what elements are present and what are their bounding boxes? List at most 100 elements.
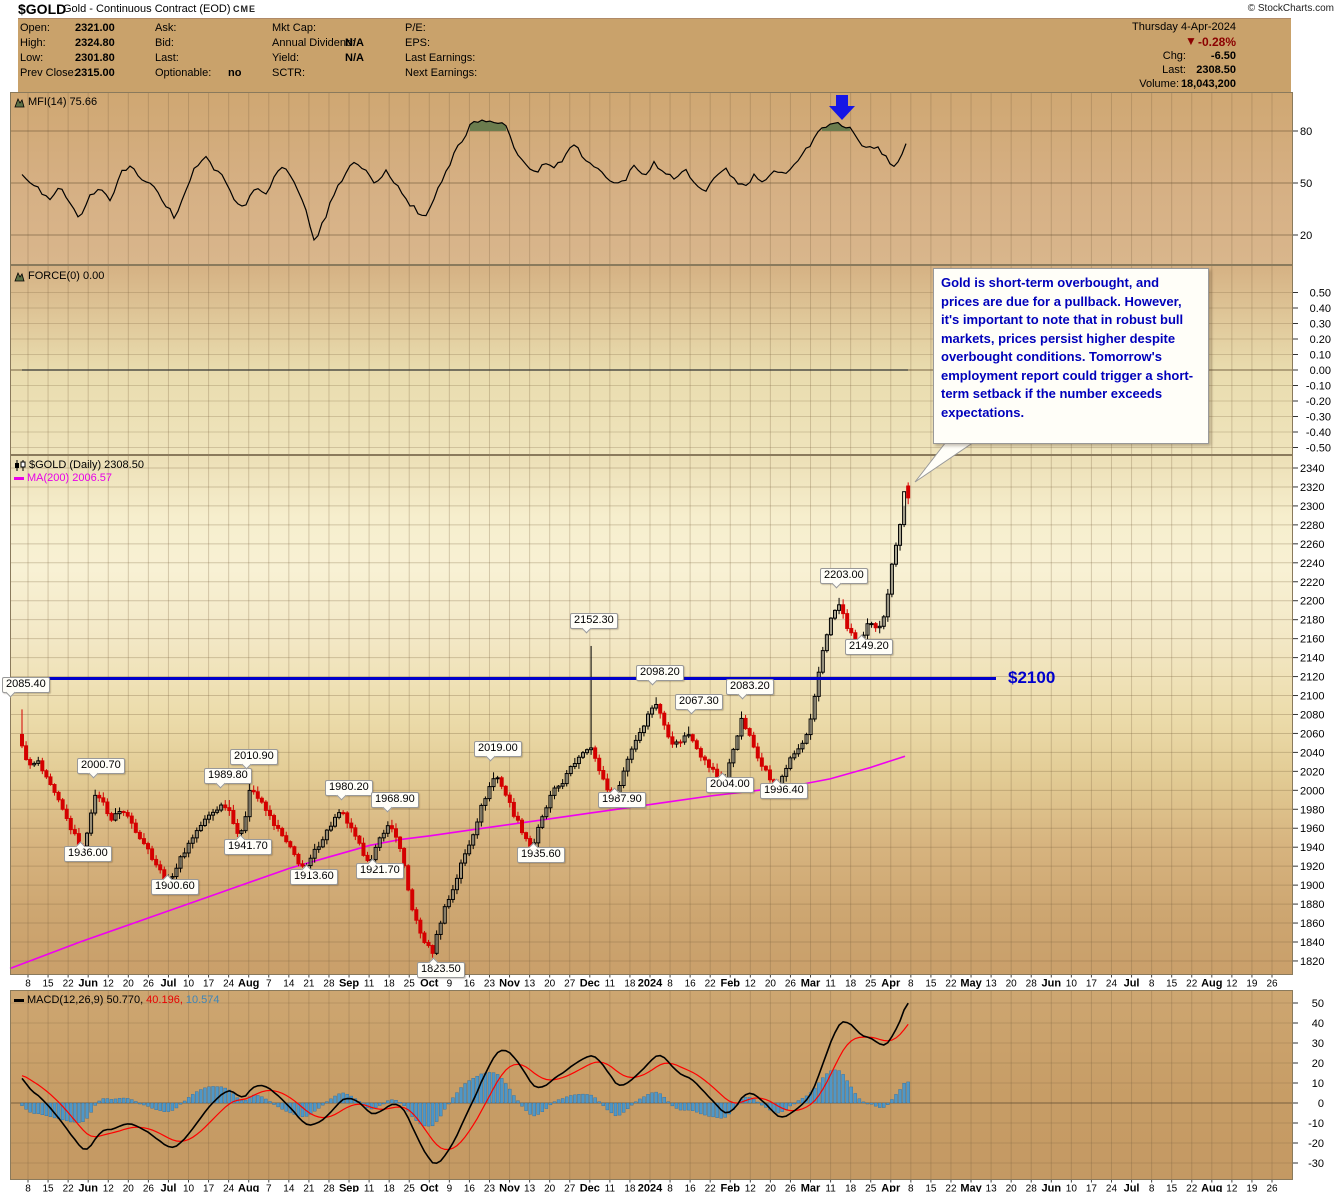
macd-line xyxy=(21,1002,909,1165)
down-arrow-icon xyxy=(829,95,855,120)
x-tick-label: 24 xyxy=(1106,979,1118,990)
x-tick-label: Jul xyxy=(1124,1183,1140,1192)
annotation-bubble-tail xyxy=(914,442,975,483)
quote-value: 2321.00 xyxy=(75,22,115,34)
quote-label: Last: xyxy=(155,52,179,64)
macd-histogram-bar xyxy=(378,1102,382,1106)
macd-histogram-bar xyxy=(158,1102,162,1111)
macd-histogram-bar xyxy=(85,1102,89,1119)
macd-histogram-bar xyxy=(382,1102,386,1105)
macd-histogram-bar xyxy=(882,1102,886,1108)
macd-histogram-bar xyxy=(752,1098,756,1104)
macd-histogram-bar xyxy=(292,1102,297,1115)
macd-histogram-bar xyxy=(154,1102,158,1110)
x-tick-label: 13 xyxy=(986,979,998,990)
x-tick-label: Aug xyxy=(238,1183,259,1192)
macd-histogram-bar xyxy=(325,1101,329,1104)
x-tick-label: 11 xyxy=(605,1184,616,1192)
x-tick-label: 28 xyxy=(323,979,335,990)
x-tick-label: 8 xyxy=(667,979,673,990)
quote-volume-label: Volume: xyxy=(1139,78,1179,90)
macd-histogram-bar xyxy=(89,1102,93,1113)
x-tick-label: Jul xyxy=(160,978,176,990)
annotation-bubble: Gold is short-term overbought, and price… xyxy=(933,268,1209,444)
x-tick-label: 8 xyxy=(908,979,914,990)
indicator-icon xyxy=(14,97,25,107)
x-tick-label: 17 xyxy=(1086,979,1098,990)
macd-histogram-bar xyxy=(451,1097,455,1104)
macd-histogram-bar xyxy=(215,1086,219,1104)
x-tick-label: 8 xyxy=(667,1184,673,1192)
macd-signal-line xyxy=(21,1023,909,1151)
x-tick-label: Feb xyxy=(720,978,740,990)
x-tick-label: 22 xyxy=(705,979,717,990)
price-callout: 2010.90 xyxy=(230,749,278,765)
x-tick-label: 16 xyxy=(685,1184,697,1192)
indicator-icon xyxy=(14,271,25,281)
y-tick-label: 0 xyxy=(1318,1098,1324,1110)
x-tick-label: 8 xyxy=(25,979,31,990)
macd-histogram-bar xyxy=(711,1102,715,1118)
price-callout: 2067.30 xyxy=(675,694,723,710)
quote-label: SCTR: xyxy=(272,67,305,79)
macd-histogram-bar xyxy=(715,1102,719,1118)
macd-histogram-bar xyxy=(455,1092,459,1104)
price-panel: 2340 2320 2300 2280 2260 2240 2220 2200 2180 2160… xyxy=(9,455,1324,975)
x-tick-label: 14 xyxy=(283,1184,295,1192)
x-tick-label: 14 xyxy=(283,979,295,990)
quote-value: no xyxy=(228,67,242,79)
y-tick-label: 2040 xyxy=(1300,747,1324,759)
mfi-overbought-fill xyxy=(470,120,506,131)
macd-histogram-bar xyxy=(28,1102,32,1113)
macd-histogram-bar xyxy=(402,1102,406,1107)
x-tick-label: 28 xyxy=(1026,1184,1038,1192)
x-tick-label: Sep xyxy=(339,1183,359,1192)
macd-histogram-bar xyxy=(666,1101,671,1104)
y-tick-label: 50 xyxy=(1300,178,1312,190)
x-tick-label: 8 xyxy=(1149,1184,1155,1192)
x-tick-label: 22 xyxy=(63,979,75,990)
macd-histogram-bar xyxy=(861,1101,866,1104)
x-tick-label: 16 xyxy=(464,979,476,990)
macd-histogram-bar xyxy=(105,1098,110,1104)
x-tick-label: 13 xyxy=(986,1184,998,1192)
x-tick-label: Apr xyxy=(881,1183,901,1192)
x-tick-label: 22 xyxy=(63,1184,75,1192)
x-axis-strip-bottom: 8 15 22 Jun 12 20 26 Jul 10 17 24 Aug 7 14 21 28 Sep 11 18… xyxy=(0,1180,1340,1192)
quote-label: Annual Dividend: xyxy=(272,37,356,49)
macd-histogram-bar xyxy=(69,1102,73,1123)
price-callout: 2000.70 xyxy=(77,758,125,774)
x-tick-label: 27 xyxy=(564,1184,576,1192)
macd-histogram-bar xyxy=(593,1097,597,1104)
macd-histogram-bar xyxy=(422,1102,427,1127)
macd-histogram-bar xyxy=(873,1102,878,1107)
macd-histogram-bar xyxy=(32,1102,36,1114)
x-tick-label: Jun xyxy=(1042,978,1062,990)
macd-histogram-bar xyxy=(459,1087,463,1104)
quote-chg-value: -6.50 xyxy=(1210,50,1236,62)
x-tick-label: 11 xyxy=(605,979,616,990)
macd-histogram-bar xyxy=(605,1102,610,1111)
macd-histogram-bar xyxy=(426,1102,431,1127)
x-tick-label: 18 xyxy=(624,979,636,990)
x-tick-label: 11 xyxy=(825,1184,836,1192)
price-callout: 2083.20 xyxy=(726,679,774,695)
macd-histogram-bar xyxy=(162,1102,166,1112)
stockcharts-credit: © StockCharts.com xyxy=(1247,3,1334,14)
macd-histogram-bar xyxy=(77,1102,81,1123)
quote-label: Prev Close: xyxy=(20,67,77,79)
y-tick-label: 2280 xyxy=(1300,520,1324,532)
macd-histogram-bar xyxy=(869,1102,874,1105)
x-tick-label: 20 xyxy=(123,1184,135,1192)
macd-histogram-bar xyxy=(548,1102,553,1106)
macd-histogram-bar xyxy=(195,1091,199,1104)
macd-histogram-bar xyxy=(536,1102,540,1115)
macd-histogram-bar xyxy=(552,1101,557,1104)
x-tick-label: 20 xyxy=(1006,979,1018,990)
x-tick-label: Apr xyxy=(881,978,901,990)
macd-histogram-bar xyxy=(723,1102,727,1118)
macd-histogram-bar xyxy=(231,1093,236,1104)
x-tick-label: Nov xyxy=(499,978,521,990)
price-callout: 2149.20 xyxy=(845,639,893,655)
macd-histogram-bar xyxy=(243,1099,248,1104)
